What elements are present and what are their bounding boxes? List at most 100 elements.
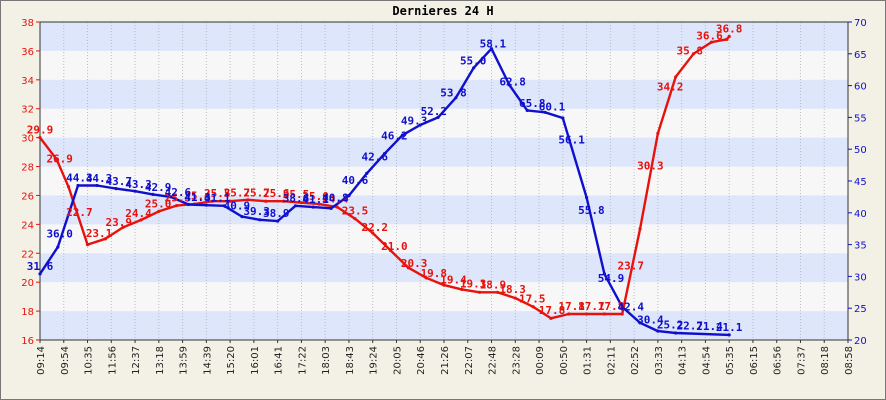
left-tick-label: 38	[21, 18, 34, 29]
right-tick-label: 60	[854, 82, 867, 93]
x-tick-label: 18:43	[345, 346, 356, 375]
data-label: 22.7	[66, 206, 93, 219]
data-label: 60.1	[539, 101, 566, 114]
data-label: 41.1	[204, 192, 231, 205]
series-point	[725, 37, 729, 41]
x-tick-label: 19:24	[369, 346, 380, 375]
data-label: 18.9	[480, 278, 507, 291]
left-tick-label: 30	[21, 134, 34, 145]
data-label: 24.4	[322, 193, 349, 206]
data-label: 62.8	[499, 76, 526, 89]
data-label: 55.0	[460, 55, 487, 68]
data-label: 40.9	[224, 200, 251, 213]
right-tick-label: 35	[854, 241, 867, 252]
left-tick-label: 28	[21, 163, 34, 174]
x-tick-label: 14:39	[202, 346, 213, 375]
series-point	[567, 312, 571, 316]
right-tick-label: 45	[854, 177, 867, 188]
data-label: 19.8	[421, 267, 448, 280]
series-point	[584, 195, 589, 200]
series-point	[311, 205, 315, 209]
series-point	[121, 225, 125, 229]
x-tick-label: 05:35	[725, 346, 736, 375]
data-label: 25.5	[283, 188, 310, 201]
right-tick-label: 40	[854, 209, 867, 220]
series-point	[388, 248, 393, 252]
series-point	[157, 209, 161, 213]
data-label: 18.3	[499, 283, 526, 296]
data-label: 54.9	[598, 272, 625, 285]
x-tick-label: 20:46	[416, 346, 427, 375]
x-tick-label: 10:35	[84, 346, 95, 375]
series-point	[674, 75, 678, 79]
series-point	[424, 276, 428, 280]
series-point	[371, 231, 375, 235]
series-point	[56, 245, 60, 249]
data-label: 25.5	[204, 187, 231, 200]
series-point	[228, 199, 232, 203]
x-tick-label: 11:56	[107, 346, 118, 375]
series-point	[258, 218, 262, 222]
data-label: 25.3	[165, 191, 192, 204]
data-label: 38.6	[283, 192, 310, 205]
data-label: 17.8	[558, 300, 585, 313]
series-point	[406, 266, 410, 270]
data-label: 17.5	[519, 292, 546, 305]
left-tick-label: 22	[21, 249, 34, 260]
series-point	[442, 283, 446, 287]
left-tick-label: 16	[21, 336, 34, 347]
x-tick-label: 13:59	[179, 346, 190, 375]
series-point	[95, 183, 99, 188]
series-point	[264, 199, 268, 203]
data-label: 25.4	[184, 190, 211, 203]
left-tick-label: 26	[21, 191, 34, 202]
series-point	[175, 203, 179, 208]
series-point	[525, 108, 529, 113]
series-point	[584, 312, 589, 316]
x-tick-label: 02:11	[606, 346, 617, 375]
x-tick-label: 03:33	[654, 346, 665, 375]
series-point	[329, 206, 333, 210]
series-point	[709, 40, 713, 44]
series-point	[620, 312, 624, 316]
series-point	[602, 272, 607, 276]
series-point	[365, 171, 369, 175]
right-tick-label: 50	[854, 145, 867, 156]
series-point	[436, 115, 440, 119]
data-label: 17.8	[539, 304, 566, 317]
data-label: 19.3	[460, 277, 487, 290]
data-label: 23.1	[86, 227, 113, 240]
series-point	[38, 136, 42, 140]
x-tick-label: 01:31	[583, 346, 594, 375]
data-label: 40.6	[342, 174, 369, 187]
series-point	[656, 131, 660, 135]
left-tick-label: 24	[21, 220, 34, 231]
data-label: 20.3	[401, 257, 428, 270]
data-label: 21.4	[696, 320, 723, 333]
series-point	[299, 201, 304, 205]
data-label: 38.9	[263, 207, 290, 220]
series-point	[246, 198, 250, 202]
x-tick-label: 02:52	[630, 346, 641, 375]
data-label: 24.4	[125, 207, 152, 220]
x-tick-label: 21:26	[440, 346, 451, 375]
data-label: 17.8	[598, 300, 625, 313]
data-label: 23.7	[617, 259, 644, 272]
data-label: 25.6	[263, 187, 290, 200]
x-tick-label: 00:09	[535, 346, 546, 375]
x-tick-label: 17:22	[297, 346, 308, 375]
x-tick-label: 07:37	[796, 346, 807, 375]
series-point	[240, 215, 244, 219]
series-point	[210, 199, 214, 203]
series-point	[472, 66, 476, 70]
data-label: 43.7	[106, 175, 133, 188]
data-label: 39.3	[243, 205, 270, 218]
series-point	[55, 157, 59, 161]
series-point	[531, 305, 535, 309]
x-tick-label: 06:15	[749, 346, 760, 375]
data-label: 41.1	[302, 193, 329, 206]
series-point	[656, 329, 660, 333]
data-label: 22.7	[677, 320, 704, 333]
data-label: 65.8	[519, 97, 546, 110]
x-tick-label: 18:03	[321, 346, 332, 375]
